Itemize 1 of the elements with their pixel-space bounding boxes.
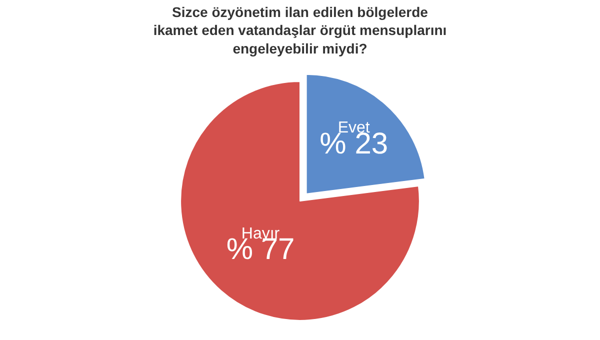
chart-title: Sizce özyönetim ilan edilen bölgelerde ikamet eden vatandaşlar örgüt mensuplarını engeleyebilir miydi? (153, 4, 447, 56)
